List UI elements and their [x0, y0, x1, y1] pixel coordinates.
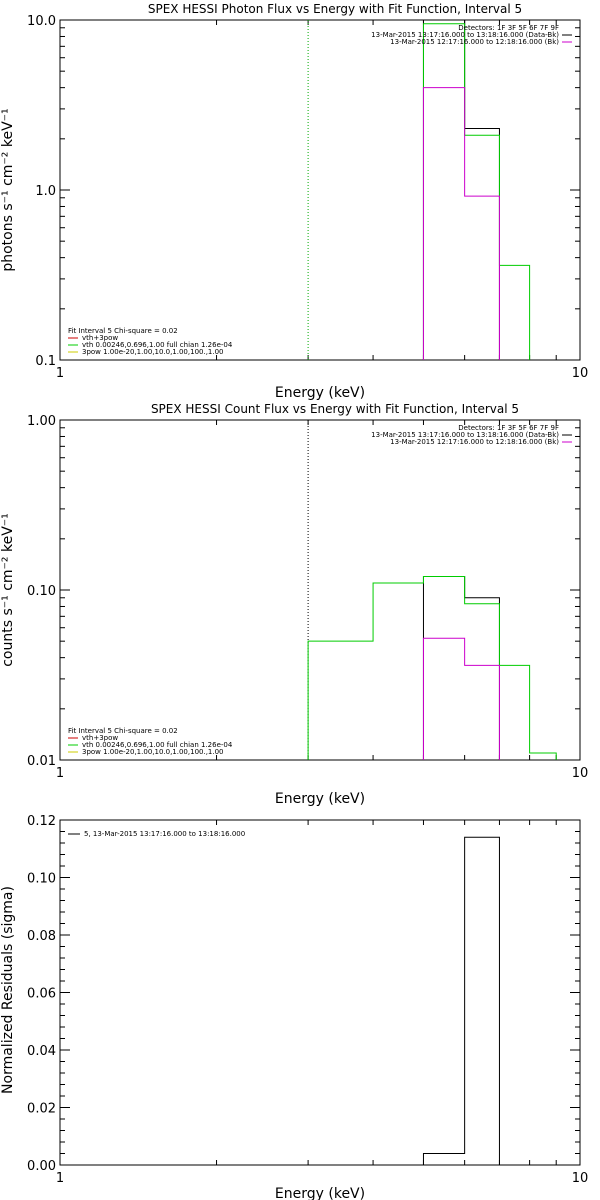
photon-flux-fit-legend-entry: 3pow 1.00e-20,1.00,10.0,1.00,100.,1.00	[82, 348, 224, 356]
photon-flux-legend-entry: 13-Mar-2015 13:17:16.000 to 13:18:16.000…	[371, 31, 559, 39]
residuals-series-0	[422, 836, 500, 1165]
photon-flux-legend-entry: 13-Mar-2015 12:17:16.000 to 12:18:16.000…	[390, 38, 559, 46]
residuals-plot-frame	[59, 819, 581, 1166]
count-flux-panel: SPEX HESSI Count Flux vs Energy with Fit…	[0, 402, 588, 807]
photon-flux-xtick-label: 10	[572, 366, 589, 381]
residuals-legend-entry: 5, 13-Mar-2015 13:17:16.000 to 13:18:16.…	[84, 830, 245, 838]
count-flux-fit-legend-entry: 3pow 1.00e-20,1.00,10.0,1.00,100.,1.00	[82, 748, 224, 756]
residuals-legend: 5, 13-Mar-2015 13:17:16.000 to 13:18:16.…	[68, 830, 245, 838]
photon-flux-fit-legend-entry: Fit Interval 5 Chi-square = 0.02	[68, 327, 178, 335]
count-flux-fit-legend-entry: vth+3pow	[82, 734, 118, 742]
photon-flux-legend-entry: Detectors: 1F 3F 5F 6F 7F 9F	[458, 24, 559, 32]
count-flux-ytick-label: 0.10	[27, 584, 56, 599]
photon-flux-series-2	[422, 87, 500, 360]
residuals-ytick-label: 0.06	[27, 987, 56, 1002]
photon-flux-panel: SPEX HESSI Photon Flux vs Energy with Fi…	[0, 2, 588, 401]
count-flux-title: SPEX HESSI Count Flux vs Energy with Fit…	[151, 402, 519, 416]
photon-flux-ylabel: photons s⁻¹ cm⁻² keV⁻¹	[0, 108, 16, 271]
residuals-ylabel: Normalized Residuals (sigma)	[0, 886, 16, 1094]
residuals-ytick-label: 0.00	[27, 1159, 56, 1174]
count-flux-legend-entry: Detectors: 1F 3F 5F 6F 7F 9F	[458, 424, 559, 432]
residuals-marks	[422, 836, 500, 1165]
photon-flux-title: SPEX HESSI Photon Flux vs Energy with Fi…	[148, 2, 522, 16]
count-flux-xtick-label: 1	[56, 766, 64, 781]
count-flux-ticks: 1 10 0.01 0.10 1.00	[27, 414, 588, 781]
residuals-ytick-label: 0.08	[27, 929, 56, 944]
count-flux-series-1	[307, 576, 557, 760]
count-flux-legend-entry: 13-Mar-2015 12:17:16.000 to 12:18:16.000…	[390, 438, 559, 446]
residuals-ytick-label: 0.10	[27, 872, 56, 887]
photon-flux-plot-frame	[59, 19, 581, 361]
residuals-ytick-label: 0.02	[27, 1102, 56, 1117]
residuals-panel: Energy (keV) Normalized Residuals (sigma…	[0, 814, 588, 1200]
photon-flux-ytick-label: 10.0	[27, 14, 56, 29]
residuals-ytick-label: 0.04	[27, 1044, 56, 1059]
residuals-xtick-label: 1	[56, 1171, 64, 1186]
photon-flux-xlabel: Energy (keV)	[275, 385, 365, 401]
photon-flux-fit-legend-entry: vth+3pow	[82, 334, 118, 342]
photon-flux-series-1	[422, 23, 531, 360]
residuals-xtick-label: 10	[572, 1171, 589, 1186]
residuals-ytick-label: 0.12	[27, 814, 56, 829]
count-flux-ylabel: counts s⁻¹ cm⁻² keV⁻¹	[0, 513, 16, 667]
count-flux-legend: Detectors: 1F 3F 5F 6F 7F 9F13-Mar-2015 …	[371, 424, 572, 446]
count-flux-fit-legend-entry: Fit Interval 5 Chi-square = 0.02	[68, 727, 178, 735]
photon-flux-marks	[307, 19, 531, 360]
count-flux-ytick-label: 1.00	[27, 414, 56, 429]
count-flux-xlabel: Energy (keV)	[275, 791, 365, 807]
photon-flux-xtick-label: 1	[56, 366, 64, 381]
photon-flux-fit-legend: Fit Interval 5 Chi-square = 0.02vth+3pow…	[68, 327, 233, 356]
residuals-ticks: 1 10 0.00 0.02 0.04 0.06 0.08 0.10 0.12	[27, 814, 588, 1186]
count-flux-plot-frame	[59, 419, 581, 761]
count-flux-series-2	[422, 637, 500, 760]
count-flux-marks	[307, 420, 557, 760]
count-flux-legend-entry: 13-Mar-2015 13:17:16.000 to 13:18:16.000…	[371, 431, 559, 439]
photon-flux-legend: Detectors: 1F 3F 5F 6F 7F 9F13-Mar-2015 …	[371, 24, 572, 46]
count-flux-ytick-label: 0.01	[27, 754, 56, 769]
photon-flux-ytick-label: 1.0	[35, 184, 56, 199]
count-flux-fit-legend: Fit Interval 5 Chi-square = 0.02vth+3pow…	[68, 727, 233, 756]
residuals-xlabel: Energy (keV)	[275, 1186, 365, 1200]
photon-flux-fit-legend-entry: vth 0.00246,0.696,1.00 full chian 1.26e-…	[82, 341, 233, 349]
photon-flux-series-0	[422, 19, 500, 360]
count-flux-fit-legend-entry: vth 0.00246,0.696,1.00 full chian 1.26e-…	[82, 741, 233, 749]
photon-flux-ytick-label: 0.1	[35, 354, 56, 369]
count-flux-xtick-label: 10	[572, 766, 589, 781]
